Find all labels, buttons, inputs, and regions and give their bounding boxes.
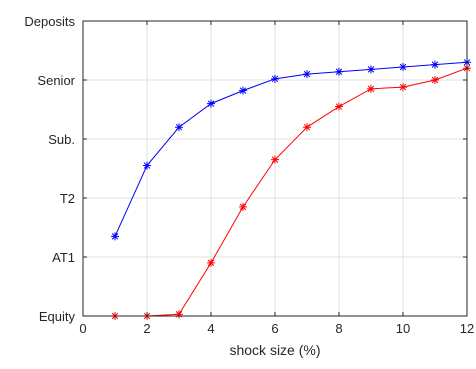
data-point (399, 83, 407, 92)
grid (82, 20, 468, 317)
y-tick-label: T2 (60, 191, 75, 206)
data-point (175, 123, 183, 132)
y-tick-label: Deposits (24, 14, 75, 29)
data-point (335, 67, 343, 76)
series-line (115, 67, 468, 317)
y-tick-label: Sub. (48, 132, 75, 147)
x-tick-label: 6 (271, 321, 278, 336)
data-point (207, 258, 215, 267)
data-point (431, 60, 439, 69)
x-axis-label: shock size (%) (229, 342, 320, 358)
x-tick-label: 2 (143, 321, 150, 336)
data-point (239, 202, 247, 211)
data-point (367, 84, 375, 93)
data-point (239, 86, 247, 95)
data-point (143, 161, 151, 170)
data-point (399, 63, 407, 72)
data-point (175, 310, 183, 319)
series-1 (111, 58, 471, 241)
data-point (431, 76, 439, 84)
x-tick-label: 12 (460, 321, 474, 336)
series-2 (111, 64, 471, 320)
x-tick-label: 10 (396, 321, 410, 336)
data-point (303, 70, 311, 79)
y-tick-label: AT1 (52, 250, 75, 265)
y-tick-label: Senior (37, 73, 75, 88)
ticks: 0 2 4 6 8 10 12 Equity AT1 T2 Sub. Senior Deposits (24, 14, 474, 336)
y-tick-label: Equity (39, 309, 76, 324)
data-point (335, 102, 343, 111)
data-point (303, 123, 311, 132)
data-point (207, 99, 215, 108)
data-point (271, 74, 279, 83)
series-line (114, 61, 468, 237)
data-point (111, 232, 119, 241)
series-layer (111, 58, 471, 320)
x-tick-label: 8 (335, 321, 342, 336)
data-point (271, 155, 279, 164)
x-tick-label: 4 (207, 321, 214, 336)
data-point (367, 65, 375, 74)
x-tick-label: 0 (79, 321, 86, 336)
